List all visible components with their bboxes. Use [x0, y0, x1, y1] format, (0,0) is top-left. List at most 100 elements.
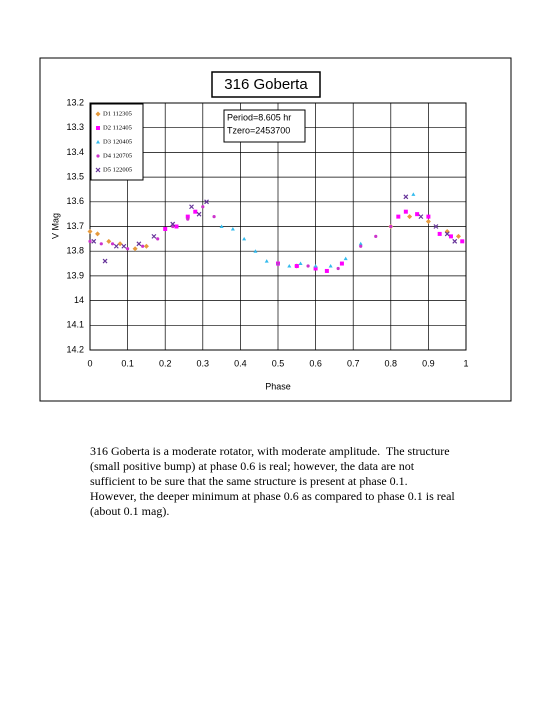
x-tick-label: 0.2 [159, 358, 172, 368]
y-tick-label: 13.6 [66, 196, 84, 206]
point [411, 192, 416, 196]
point [418, 214, 424, 220]
point [415, 212, 420, 217]
chart: 316 Goberta Phase V Mag 13.2 13.3 13.4 13.5… [39, 57, 512, 402]
point [113, 243, 119, 249]
point [448, 234, 453, 239]
point [407, 214, 413, 220]
point [452, 238, 458, 244]
point [287, 264, 292, 268]
legend-label: D4 120705 [103, 152, 132, 159]
point [374, 234, 378, 238]
point [324, 268, 329, 273]
point [186, 217, 190, 221]
point [196, 211, 202, 217]
y-tick-label: 13.3 [66, 122, 84, 132]
point [343, 256, 348, 261]
point [132, 246, 138, 252]
point [230, 226, 235, 231]
point [328, 264, 333, 268]
point [102, 258, 108, 264]
point [193, 209, 198, 214]
point [294, 264, 299, 269]
point [121, 243, 127, 249]
point [339, 261, 344, 266]
point [433, 224, 439, 229]
point [276, 261, 280, 266]
point [425, 219, 431, 225]
point [106, 238, 112, 244]
y-tick-label: 13.7 [66, 221, 84, 231]
point [396, 214, 401, 219]
point [141, 244, 145, 248]
point [174, 224, 179, 229]
point [171, 224, 175, 229]
y-tick-label: 13.5 [66, 171, 84, 181]
point [437, 231, 442, 236]
annotation: Period=8.605 hr [227, 112, 291, 122]
point [253, 249, 258, 253]
point [88, 239, 92, 243]
point [306, 264, 310, 268]
point [117, 241, 123, 247]
point [403, 194, 409, 200]
point [298, 261, 303, 266]
caption: 316 Goberta is a moderate rotator, with … [90, 444, 458, 518]
point [212, 215, 216, 219]
point [336, 266, 340, 271]
point [126, 247, 130, 251]
y-tick-label: 14.1 [66, 320, 84, 330]
point [313, 266, 318, 271]
point [96, 126, 100, 130]
point [204, 199, 209, 205]
x-tick-label: 0.3 [197, 358, 210, 368]
point [143, 243, 149, 249]
y-tick-label: 14.2 [66, 344, 84, 354]
point [95, 111, 101, 117]
y-axis-label: V Mag [50, 213, 60, 239]
legend-box [90, 103, 144, 181]
point [87, 228, 93, 234]
point [156, 237, 160, 241]
point [219, 224, 224, 228]
chart-title: 316 Goberta [224, 76, 308, 93]
point [389, 224, 393, 229]
point [403, 209, 408, 214]
point [426, 214, 431, 219]
point [242, 236, 247, 241]
point [189, 204, 194, 210]
y-tick-label: 13.4 [66, 147, 84, 157]
point [151, 233, 157, 239]
x-tick-label: 0.4 [234, 358, 247, 368]
point [455, 233, 461, 239]
point [264, 259, 269, 263]
point [444, 231, 450, 237]
x-tick-label: 0.9 [422, 358, 435, 368]
annotation-box [223, 109, 306, 143]
point [99, 242, 103, 246]
x-tick-label: 0.6 [309, 358, 322, 368]
point [163, 226, 168, 231]
point [95, 231, 101, 237]
point [136, 241, 142, 247]
annotation: Tzero=2453700 [227, 125, 290, 135]
x-tick-label: 0.1 [121, 358, 134, 368]
point [313, 264, 318, 268]
x-tick-label: 0.8 [385, 358, 398, 368]
x-tick-label: 0.7 [347, 358, 360, 368]
point [96, 140, 100, 144]
legend-label: D5 122005 [103, 166, 132, 173]
point [91, 238, 97, 244]
x-axis-label: Phase [265, 381, 291, 391]
y-tick-label: 13.9 [66, 270, 84, 280]
x-tick-label: 1 [463, 358, 468, 368]
legend-label: D3 120405 [103, 138, 132, 145]
point [110, 242, 115, 246]
point [359, 244, 363, 248]
x-tick-label: 0.5 [272, 358, 285, 368]
point [185, 214, 190, 219]
title-box [211, 71, 321, 98]
legend-label: D2 112405 [103, 124, 132, 131]
x-tick-label: 0 [87, 358, 92, 368]
